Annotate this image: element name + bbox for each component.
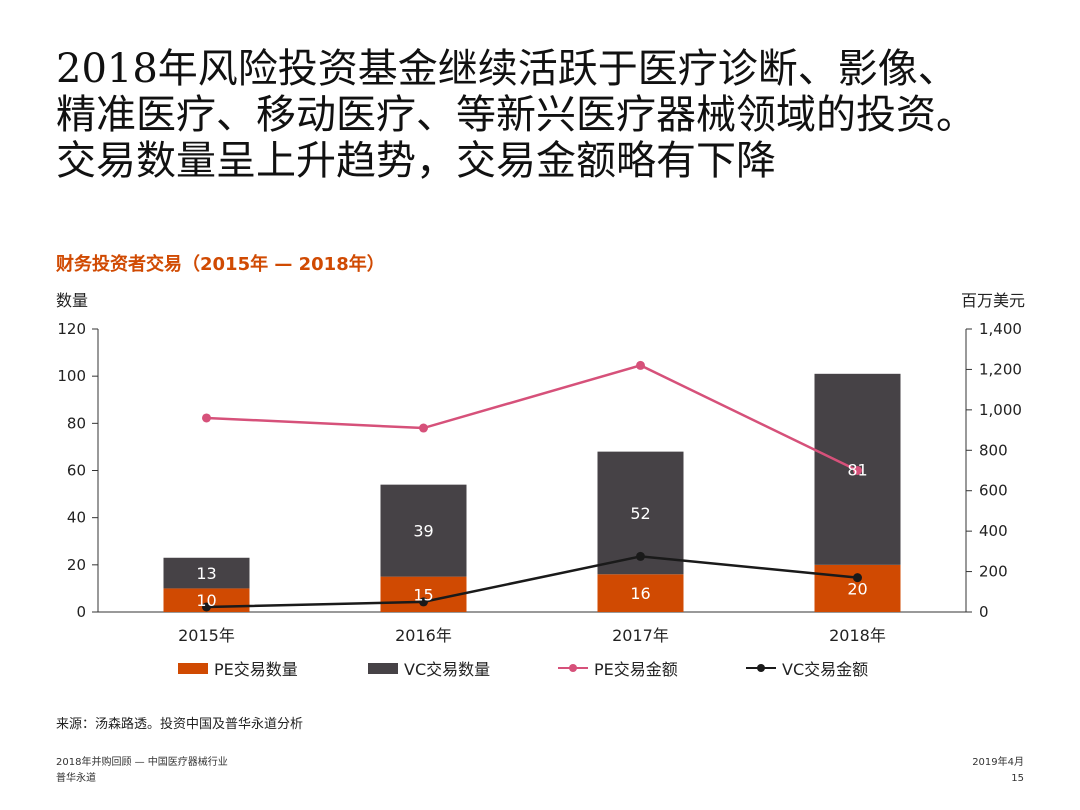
y-left-tick-label: 100 [57,367,86,385]
legend-item-pe-amount: PE交易金额 [558,656,678,680]
legend-swatch-pe-amount [558,662,588,674]
headline-line-1: 2018年风险投资基金继续活跃于医疗诊断、影像、 [56,46,958,92]
point-pe-amount [636,360,645,370]
data-label-pe-count: 15 [413,585,433,604]
point-vc-amount [853,573,862,583]
y-right-tick-label: 1,400 [979,320,1022,338]
source-note: 来源：汤森路透。投资中国及普华永道分析 [56,717,304,732]
footer-right: 2019年4月 15 [972,755,1024,787]
y-right-tick-label: 1,000 [979,401,1022,419]
legend-item-vc-count: VC交易数量 [368,656,490,680]
chart-lines [202,360,862,612]
legend-item-pe-count: PE交易数量 [178,656,298,680]
y-left-tick-label: 120 [57,320,86,338]
data-label-vc-count: 39 [413,522,433,541]
data-label-pe-count: 10 [196,591,216,610]
point-pe-amount [202,413,211,423]
y-right-tick-label: 400 [979,522,1008,540]
y-right-tick-label: 800 [979,441,1008,459]
legend-swatch-pe-count [178,662,208,674]
y-left-tick-label: 0 [76,603,86,621]
x-tick-label: 2018年 [829,626,886,645]
page-headline: 2018年风险投资基金继续活跃于医疗诊断、影像、 精准医疗、移动医疗、等新兴医疗… [56,46,1046,184]
legend-label-pe-amount: PE交易金额 [594,660,678,679]
legend-label-vc-amount: VC交易金额 [782,660,869,679]
bar-pe-count [814,564,901,612]
line-pe-amount [206,364,859,472]
footer-company: 普华永道 [56,773,96,784]
point-vc-amount [202,602,211,612]
x-tick-label: 2017年 [612,626,669,645]
y-axis-right-title: 百万美元 [961,291,1025,310]
footer-left: 2018年并购回顾 — 中国医疗器械行业 普华永道 [56,755,228,787]
chart-axes: 数量 百万美元 0 20 40 60 80 100 120 0 200 400 600 800 1,000 1… [56,291,1025,645]
bar-pe-count [597,574,684,612]
x-tick-label: 2015年 [178,626,235,645]
bar-vc-count [163,557,250,589]
y-left-tick-label: 60 [67,462,86,480]
bar-vc-count [380,484,467,577]
data-label-vc-count: 81 [847,460,867,479]
y-axis-left-title: 数量 [56,291,88,310]
legend-label-pe-count: PE交易数量 [214,660,298,679]
data-label-pe-count: 20 [847,579,867,598]
y-left-tick-label: 40 [67,509,86,527]
headline-line-2: 精准医疗、移动医疗、等新兴医疗器械领域的投资。 [56,92,976,138]
footer-date: 2019年4月 [972,757,1024,768]
point-pe-amount [419,423,428,433]
y-left-tick-label: 20 [67,556,86,574]
point-pe-amount [853,466,862,475]
data-label-vc-count: 52 [630,504,650,523]
legend-label-vc-count: VC交易数量 [404,660,491,679]
point-vc-amount [636,551,645,561]
y-left-tick-label: 80 [67,414,86,432]
legend-swatch-vc-amount [746,662,776,674]
y-right-tick-label: 600 [979,482,1008,500]
legend-item-vc-amount: VC交易金额 [746,656,868,680]
line-vc-amount [206,555,858,609]
footer-page-number: 15 [1011,773,1024,784]
y-right-tick-label: 1,200 [979,360,1022,378]
point-vc-amount [419,597,428,607]
legend-swatch-vc-count [368,662,398,674]
data-label-pe-count: 16 [630,584,650,603]
y-right-tick-label: 200 [979,563,1008,581]
data-label-vc-count: 13 [196,564,216,583]
chart-labels: 10 13 15 39 16 52 20 81 [196,460,867,610]
footer-report-title: 2018年并购回顾 — 中国医疗器械行业 [56,757,228,768]
y-right-tick-label: 0 [979,603,989,621]
chart-bars [163,373,901,612]
x-tick-label: 2016年 [395,626,452,645]
headline-line-3: 交易数量呈上升趋势，交易金额略有下降 [56,138,776,184]
chart-legend: PE交易数量 VC交易数量 PE交易金额 VC交易金额 [178,656,938,680]
chart: 数量 百万美元 0 20 40 60 80 100 120 0 200 400 600 800 1,000 1… [56,291,1025,645]
chart-title: 财务投资者交易（2015年 — 2018年） [56,254,385,275]
